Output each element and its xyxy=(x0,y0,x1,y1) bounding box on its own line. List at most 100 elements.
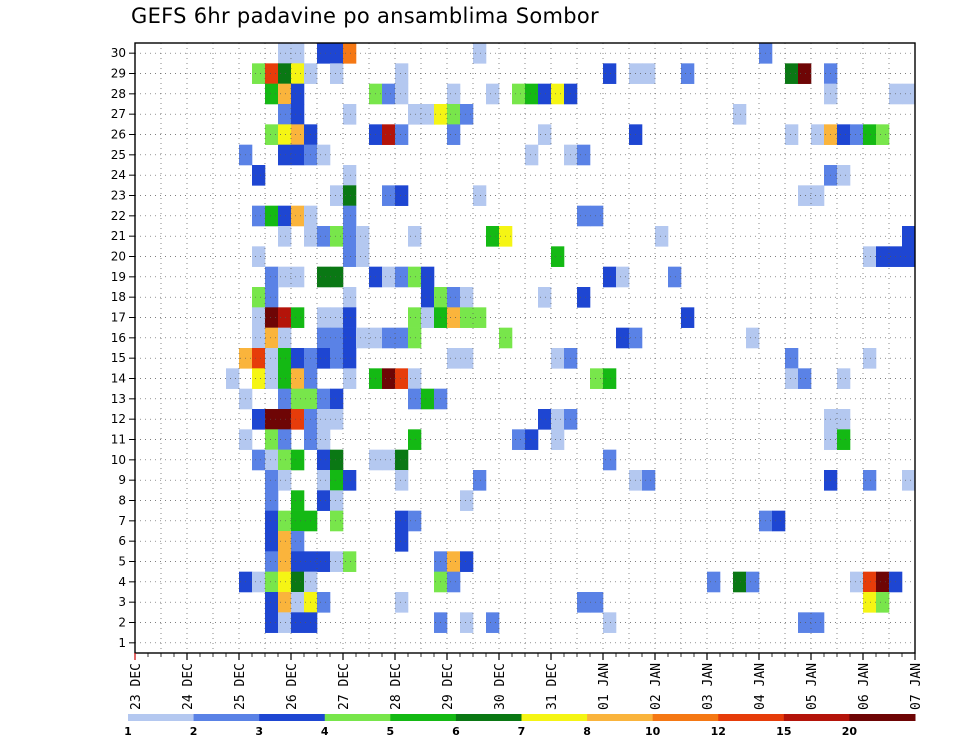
y-tick-label: 7 xyxy=(118,514,126,528)
heatmap-cell xyxy=(382,83,396,105)
heatmap-cell xyxy=(278,551,292,572)
heatmap-cell xyxy=(278,83,292,105)
x-tick-label: 27 DEC xyxy=(337,663,352,710)
y-tick-label: 18 xyxy=(111,290,126,304)
y-tick-label: 3 xyxy=(118,595,126,609)
colorbar-label: 6 xyxy=(452,725,460,738)
heatmap-cell xyxy=(538,409,552,430)
heatmap-cell xyxy=(291,368,305,389)
heatmap-cell xyxy=(902,226,916,247)
heatmap-cell xyxy=(447,104,461,125)
heatmap-cell xyxy=(265,124,279,145)
heatmap-cell xyxy=(291,266,305,288)
heatmap-cell xyxy=(343,348,357,369)
heatmap-cell xyxy=(278,612,292,633)
heatmap-cell xyxy=(408,429,422,450)
colorbar-swatch xyxy=(521,714,588,721)
heatmap-cell xyxy=(226,368,240,389)
heatmap-cell xyxy=(330,409,344,430)
heatmap-cell xyxy=(343,246,357,267)
heatmap-cell xyxy=(447,571,461,593)
heatmap-cell xyxy=(278,571,292,593)
heatmap-cell xyxy=(408,104,422,125)
heatmap-cell xyxy=(876,124,890,145)
colorbar-label: 3 xyxy=(255,725,263,738)
heatmap-cell xyxy=(421,104,435,125)
y-tick-label: 23 xyxy=(111,189,126,203)
colorbar-swatch xyxy=(652,714,719,721)
heatmap-cell xyxy=(317,348,331,369)
heatmap-cell xyxy=(317,429,331,450)
heatmap-cell xyxy=(590,205,604,227)
heatmap-cell xyxy=(421,307,435,328)
heatmap-cell xyxy=(395,368,409,389)
heatmap-cell xyxy=(291,592,305,613)
y-tick-label: 21 xyxy=(111,229,126,243)
heatmap-cell xyxy=(616,266,630,288)
heatmap-cell xyxy=(447,83,461,105)
heatmap-cell xyxy=(902,83,916,105)
heatmap-cell xyxy=(395,510,409,532)
heatmap-cell xyxy=(265,409,279,430)
y-tick-label: 9 xyxy=(118,473,126,487)
heatmap-cell xyxy=(421,287,435,308)
heatmap-cell xyxy=(408,368,422,389)
heatmap-cell xyxy=(512,83,526,105)
heatmap-cell xyxy=(668,266,682,288)
heatmap-cell xyxy=(447,551,461,572)
heatmap-cell xyxy=(642,63,656,84)
x-tick-label: 29 DEC xyxy=(441,663,456,710)
heatmap-cell xyxy=(317,470,331,491)
heatmap-cell xyxy=(603,266,617,288)
heatmap-cell xyxy=(278,531,292,552)
heatmap-cell xyxy=(265,510,279,532)
heatmap-cell xyxy=(551,83,565,105)
heatmap-cell xyxy=(291,551,305,572)
heatmap-cell xyxy=(265,551,279,572)
heatmap-cell xyxy=(525,144,539,166)
heatmap-cell xyxy=(265,571,279,593)
heatmap-cell xyxy=(603,449,617,471)
y-tick-label: 19 xyxy=(111,270,126,284)
heatmap-cell xyxy=(811,185,825,206)
heatmap-cell xyxy=(317,266,331,288)
heatmap-cell xyxy=(252,307,266,328)
heatmap-cell xyxy=(265,490,279,511)
heatmap-cell xyxy=(772,510,786,532)
chart-title: GEFS 6hr padavine po ansamblima Sombor xyxy=(131,4,599,28)
heatmap-cell xyxy=(785,348,799,369)
heatmap-cell xyxy=(395,531,409,552)
colorbar-swatch xyxy=(849,714,916,721)
heatmap-cell xyxy=(278,449,292,471)
heatmap-cell xyxy=(837,165,851,186)
heatmap-cell xyxy=(291,510,305,532)
heatmap-cell xyxy=(460,490,474,511)
heatmap-cell xyxy=(265,205,279,227)
y-tick-label: 28 xyxy=(111,87,126,101)
heatmap-cell xyxy=(460,612,474,633)
y-tick-label: 13 xyxy=(111,392,126,406)
heatmap-cell xyxy=(317,307,331,328)
heatmap-cell xyxy=(265,429,279,450)
heatmap-cell xyxy=(278,327,292,349)
heatmap-cell xyxy=(577,205,591,227)
heatmap-cell xyxy=(317,592,331,613)
x-tick-label: 23 DEC xyxy=(129,663,144,710)
heatmap-cell xyxy=(551,409,565,430)
heatmap-cell xyxy=(538,124,552,145)
heatmap-cell xyxy=(525,83,539,105)
heatmap-cell xyxy=(356,226,370,247)
heatmap-cell xyxy=(278,592,292,613)
y-tick-label: 30 xyxy=(111,46,126,60)
heatmap-cell xyxy=(278,104,292,125)
colorbar-label: 15 xyxy=(776,725,791,738)
heatmap-cell xyxy=(343,226,357,247)
heatmap-cell xyxy=(252,449,266,471)
heatmap-cell xyxy=(486,226,500,247)
heatmap-cell xyxy=(811,612,825,633)
heatmap-cell xyxy=(447,287,461,308)
x-tick-label: 02 JAN xyxy=(649,663,664,710)
heatmap-cell xyxy=(291,409,305,430)
heatmap-cell xyxy=(278,63,292,84)
